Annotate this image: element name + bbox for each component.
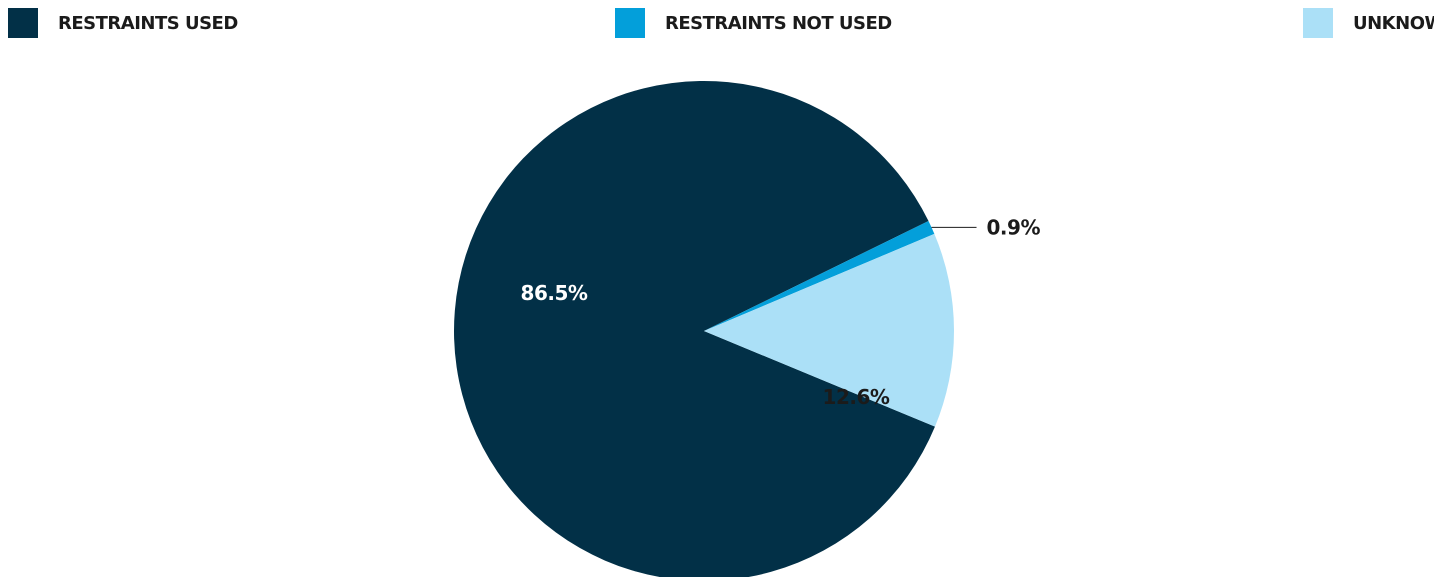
pie-label-restraints-used: 86.5% bbox=[521, 281, 588, 305]
legend-label-restraints-not-used: RESTRAINTS NOT USED bbox=[665, 12, 892, 34]
legend-item-restraints-not-used: RESTRAINTS NOT USED bbox=[615, 8, 892, 38]
chart-legend: RESTRAINTS USED RESTRAINTS NOT USED UNKN… bbox=[0, 8, 1434, 38]
pie-slice-restraints-not-used bbox=[704, 221, 935, 331]
pie-label-unknown: 12.6% bbox=[823, 385, 890, 409]
legend-swatch-unknown bbox=[1303, 8, 1333, 38]
legend-item-unknown: UNKNOWN bbox=[1303, 8, 1434, 38]
pie-label-restraints-not-used: 0.9% bbox=[987, 215, 1041, 239]
legend-swatch-restraints-not-used bbox=[615, 8, 645, 38]
legend-swatch-restraints-used bbox=[8, 8, 38, 38]
pie-slice-restraints-used bbox=[454, 81, 935, 577]
legend-item-restraints-used: RESTRAINTS USED bbox=[8, 8, 238, 38]
legend-label-restraints-used: RESTRAINTS USED bbox=[58, 12, 238, 34]
pie-slice-unknown bbox=[704, 233, 954, 427]
legend-label-unknown: UNKNOWN bbox=[1353, 12, 1434, 34]
